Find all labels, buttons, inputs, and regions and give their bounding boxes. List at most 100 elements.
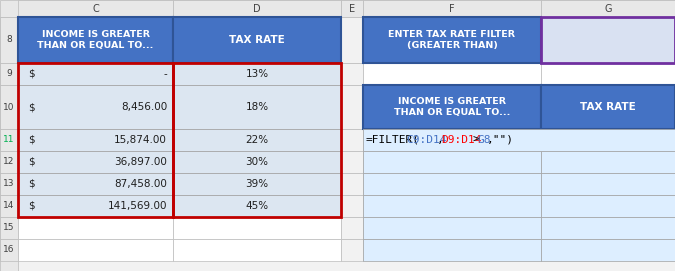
Bar (363, 173, 541, 195)
Bar (0, 195, 18, 217)
Bar (341, 85, 363, 129)
Text: $: $ (28, 69, 34, 79)
Text: 15: 15 (3, 224, 15, 233)
Bar (541, 151, 675, 173)
Bar (173, 129, 341, 151)
Bar (18, 0, 173, 17)
Bar (541, 173, 675, 195)
Bar (341, 173, 363, 195)
Bar (363, 0, 541, 17)
Text: $: $ (28, 201, 34, 211)
Text: D9:D14: D9:D14 (441, 135, 482, 145)
Text: 18%: 18% (246, 102, 269, 112)
Text: $: $ (28, 157, 34, 167)
Bar (341, 129, 363, 151)
Text: $: $ (28, 102, 34, 112)
Bar (0, 129, 18, 151)
Bar (18, 17, 173, 63)
Bar (173, 239, 341, 261)
Text: 39%: 39% (246, 179, 269, 189)
Bar (341, 17, 363, 63)
Bar (18, 217, 173, 239)
Bar (173, 0, 341, 17)
Text: 16: 16 (3, 246, 15, 254)
Bar (173, 63, 341, 85)
Text: F: F (449, 4, 455, 14)
Text: 8,456.00: 8,456.00 (121, 102, 167, 112)
Text: TAX RATE: TAX RATE (229, 35, 285, 45)
Bar (173, 151, 341, 173)
Bar (18, 63, 173, 85)
Text: 22%: 22% (246, 135, 269, 145)
Bar (341, 239, 363, 261)
Bar (541, 63, 675, 85)
Bar (18, 195, 173, 217)
Text: 12: 12 (3, 157, 15, 166)
Bar (18, 129, 173, 151)
Bar (173, 63, 341, 217)
Bar (541, 217, 675, 239)
Bar (541, 17, 675, 63)
Bar (363, 85, 541, 129)
Text: 141,569.00: 141,569.00 (107, 201, 167, 211)
Bar (363, 151, 541, 173)
Bar (0, 173, 18, 195)
Bar (363, 217, 541, 239)
Text: ENTER TAX RATE FILTER
(GREATER THAN): ENTER TAX RATE FILTER (GREATER THAN) (389, 30, 516, 50)
Bar (18, 173, 173, 195)
Bar (0, 217, 18, 239)
Text: 36,897.00: 36,897.00 (114, 157, 167, 167)
Bar (0, 151, 18, 173)
Text: E: E (349, 4, 355, 14)
Bar (18, 151, 173, 173)
Bar (0, 17, 18, 271)
Text: INCOME IS GREATER
THAN OR EQUAL TO...: INCOME IS GREATER THAN OR EQUAL TO... (394, 97, 510, 117)
Text: 15,874.00: 15,874.00 (114, 135, 167, 145)
Text: 14: 14 (3, 202, 15, 211)
Text: 45%: 45% (246, 201, 269, 211)
Bar (173, 195, 341, 217)
Bar (0, 239, 18, 261)
Bar (363, 129, 675, 151)
Bar (341, 217, 363, 239)
Text: G8: G8 (477, 135, 491, 145)
Text: INCOME IS GREATER
THAN OR EQUAL TO...: INCOME IS GREATER THAN OR EQUAL TO... (37, 30, 154, 50)
Bar (173, 17, 341, 63)
Bar (541, 0, 675, 17)
Bar (0, 0, 675, 17)
Bar (173, 173, 341, 195)
Bar (341, 195, 363, 217)
Text: ,""): ,"") (487, 135, 514, 145)
Bar (173, 217, 341, 239)
Bar (541, 17, 675, 63)
Text: 13%: 13% (246, 69, 269, 79)
Bar (541, 239, 675, 261)
Bar (18, 239, 173, 261)
Bar (363, 239, 541, 261)
Text: 9: 9 (6, 69, 12, 79)
Text: >: > (472, 135, 479, 145)
Bar (0, 63, 18, 85)
Bar (18, 85, 173, 129)
Text: -: - (163, 69, 167, 79)
Bar (363, 195, 541, 217)
Bar (363, 63, 541, 85)
Bar (173, 85, 341, 129)
Text: 8: 8 (6, 36, 12, 44)
Bar (18, 63, 173, 217)
Text: 13: 13 (3, 179, 15, 189)
Text: 87,458.00: 87,458.00 (114, 179, 167, 189)
Text: =FILTER(: =FILTER( (366, 135, 420, 145)
Text: D: D (253, 4, 261, 14)
Text: 11: 11 (3, 136, 15, 144)
Bar (341, 63, 363, 85)
Text: $: $ (28, 179, 34, 189)
Bar (341, 151, 363, 173)
Bar (541, 195, 675, 217)
Bar (341, 0, 363, 17)
Text: ,: , (437, 135, 443, 145)
Bar (0, 17, 18, 63)
Bar (363, 17, 541, 63)
Text: C: C (92, 4, 99, 14)
Text: G: G (604, 4, 612, 14)
